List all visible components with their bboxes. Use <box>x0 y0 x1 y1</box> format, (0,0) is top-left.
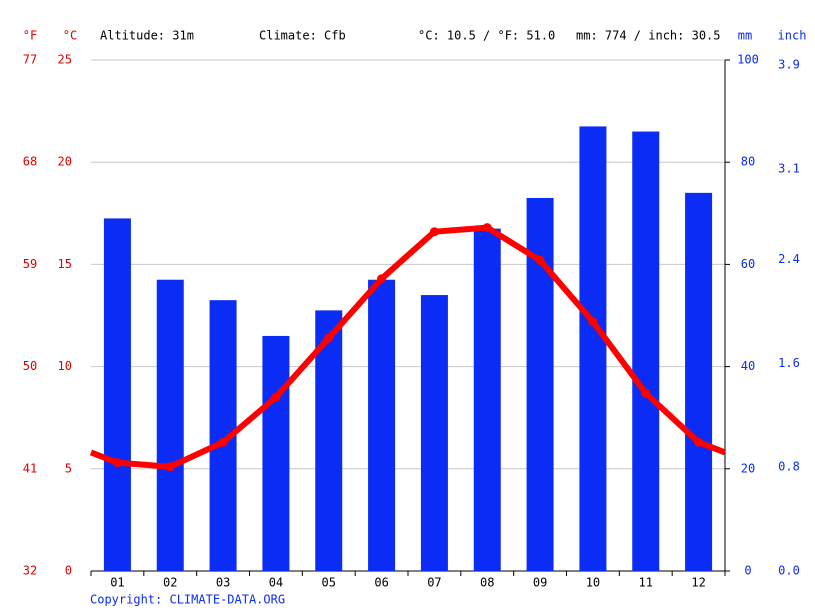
yf-tick-label: 68 <box>23 155 37 169</box>
yf-tick-label: 41 <box>23 461 37 475</box>
x-tick-label: 04 <box>269 576 283 590</box>
inch-tick-label: 3.1 <box>778 161 800 175</box>
x-tick-label: 03 <box>216 576 230 590</box>
temp-point <box>377 274 387 284</box>
y-tick-label: 25 <box>58 53 72 67</box>
y-tick-label: 15 <box>58 257 72 271</box>
y2-tick-label: 40 <box>741 359 755 373</box>
x-tick-label: 08 <box>480 576 494 590</box>
temp-point <box>165 462 175 472</box>
inch-tick-label: 1.6 <box>778 356 800 370</box>
y2-tick-label: 0 <box>744 564 751 578</box>
temp-point <box>218 437 228 447</box>
inch-tick-label: 2.4 <box>778 252 800 266</box>
precip-bar <box>420 295 448 571</box>
inch-unit-label: inch <box>778 29 807 43</box>
x-tick-label: 09 <box>533 576 547 590</box>
temp-line-wrap <box>697 439 727 456</box>
temp-point <box>694 437 704 447</box>
precip-total: mm: 774 / inch: 30.5 <box>576 29 721 43</box>
climate: Climate: Cfb <box>259 29 346 43</box>
temp-point <box>429 227 439 237</box>
x-tick-label: 05 <box>322 576 336 590</box>
temp-point <box>482 223 492 233</box>
precip-bar <box>156 279 184 571</box>
precip-bar <box>579 126 607 572</box>
yf-tick-label: 50 <box>23 359 37 373</box>
temp-avg: °C: 10.5 / °F: 51.0 <box>418 29 555 43</box>
x-tick-label: 02 <box>163 576 177 590</box>
y-tick-label: 20 <box>58 155 72 169</box>
x-tick-label: 11 <box>639 576 653 590</box>
f-unit-label: °F <box>23 29 37 43</box>
inch-tick-label: 3.9 <box>778 58 800 72</box>
temp-point <box>641 388 651 398</box>
temp-point <box>588 317 598 327</box>
y-tick-label: 10 <box>58 359 72 373</box>
inch-tick-label: 0.0 <box>778 564 800 578</box>
y2-tick-label: 60 <box>741 257 755 271</box>
inch-tick-label: 0.8 <box>778 460 800 474</box>
yf-tick-label: 59 <box>23 257 37 271</box>
precip-bar <box>685 192 713 572</box>
temp-point <box>324 333 334 343</box>
y-tick-label: 0 <box>65 564 72 578</box>
precip-bar <box>315 310 343 571</box>
temp-point <box>535 255 545 265</box>
c-unit-label: °C <box>63 29 77 43</box>
y2-tick-label: 80 <box>741 155 755 169</box>
x-tick-label: 10 <box>586 576 600 590</box>
precip-bar <box>632 131 660 572</box>
temp-line-wrap <box>89 449 119 466</box>
precip-bar <box>103 218 131 571</box>
y2-tick-label: 100 <box>737 53 759 67</box>
precip-bar <box>368 279 396 571</box>
temp-point <box>271 392 281 402</box>
precip-bar <box>262 335 290 571</box>
x-tick-label: 06 <box>374 576 388 590</box>
y2-tick-label: 20 <box>741 461 755 475</box>
mm-unit-label: mm <box>738 29 752 43</box>
x-tick-label: 01 <box>110 576 124 590</box>
copyright: Copyright: CLIMATE-DATA.ORG <box>90 593 285 607</box>
temp-point <box>112 458 122 468</box>
y-tick-label: 5 <box>65 461 72 475</box>
yf-tick-label: 77 <box>23 53 37 67</box>
precip-bar <box>473 228 501 571</box>
temp-line <box>117 224 701 470</box>
altitude: Altitude: 31m <box>100 29 194 43</box>
x-tick-label: 07 <box>427 576 441 590</box>
x-tick-label: 12 <box>691 576 705 590</box>
yf-tick-label: 32 <box>23 564 37 578</box>
